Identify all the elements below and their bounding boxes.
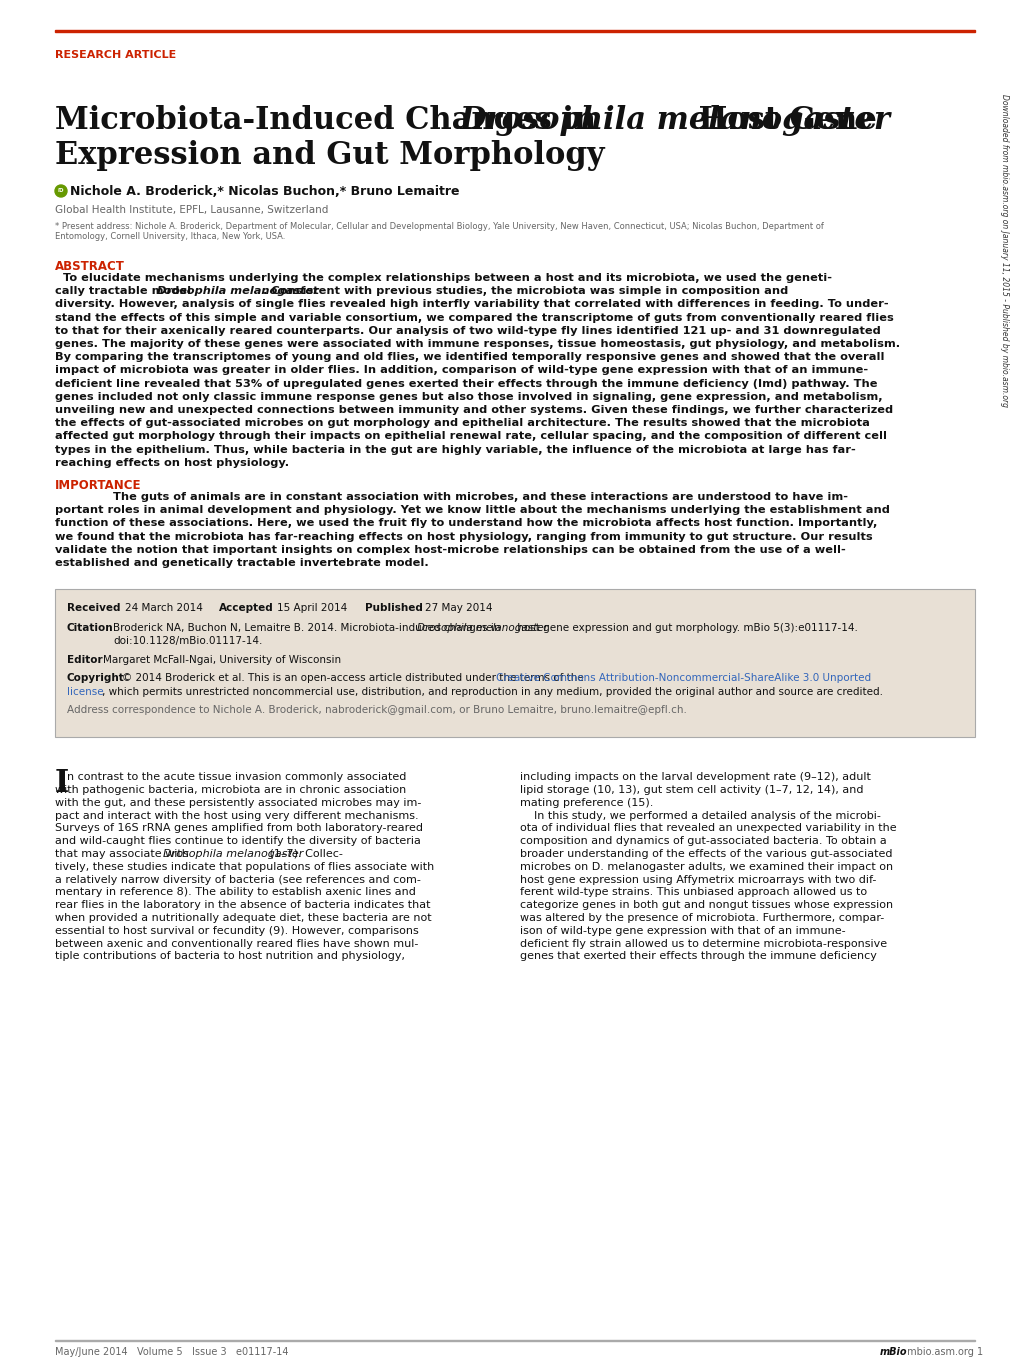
Text: Received: Received: [67, 603, 120, 613]
Text: ota of individual flies that revealed an unexpected variability in the: ota of individual flies that revealed an…: [520, 823, 896, 834]
Text: with pathogenic bacteria, microbiota are in chronic association: with pathogenic bacteria, microbiota are…: [55, 785, 406, 794]
Text: To elucidate mechanisms underlying the complex relationships between a host and : To elucidate mechanisms underlying the c…: [55, 273, 832, 283]
Text: 27 May 2014: 27 May 2014: [425, 603, 492, 613]
Text: the effects of gut-associated microbes on gut morphology and epithelial architec: the effects of gut-associated microbes o…: [55, 418, 869, 429]
Text: (1–7). Collec-: (1–7). Collec-: [265, 849, 342, 859]
Text: deficient fly strain allowed us to determine microbiota-responsive: deficient fly strain allowed us to deter…: [520, 939, 887, 949]
Text: IMPORTANCE: IMPORTANCE: [55, 479, 142, 491]
Text: Address correspondence to Nichole A. Broderick, nabroderick@gmail.com, or Bruno : Address correspondence to Nichole A. Bro…: [67, 706, 686, 715]
Text: © 2014 Broderick et al. This is an open-access article distributed under the ter: © 2014 Broderick et al. This is an open-…: [122, 673, 586, 684]
Text: stand the effects of this simple and variable consortium, we compared the transc: stand the effects of this simple and var…: [55, 313, 893, 322]
Text: function of these associations. Here, we used the fruit fly to understand how th: function of these associations. Here, we…: [55, 519, 876, 528]
Text: genes included not only classic immune response genes but also those involved in: genes included not only classic immune r…: [55, 392, 881, 401]
Text: lipid storage (10, 13), gut stem cell activity (1–7, 12, 14), and: lipid storage (10, 13), gut stem cell ac…: [520, 785, 863, 794]
Bar: [55, 30, 974, 31]
Text: when provided a nutritionally adequate diet, these bacteria are not: when provided a nutritionally adequate d…: [55, 913, 431, 923]
Text: Nichole A. Broderick,* Nicolas Buchon,* Bruno Lemaitre: Nichole A. Broderick,* Nicolas Buchon,* …: [70, 186, 459, 198]
Text: tively, these studies indicate that populations of flies associate with: tively, these studies indicate that popu…: [55, 861, 434, 872]
Text: May/June 2014   Volume 5   Issue 3   e01117-14: May/June 2014 Volume 5 Issue 3 e01117-14: [55, 1347, 288, 1357]
Text: Entomology, Cornell University, Ithaca, New York, USA.: Entomology, Cornell University, Ithaca, …: [55, 232, 285, 242]
Text: license: license: [67, 687, 104, 698]
Text: Broderick NA, Buchon N, Lemaitre B. 2014. Microbiota-induced changes in: Broderick NA, Buchon N, Lemaitre B. 2014…: [113, 624, 503, 633]
Text: mbio.asm.org 1: mbio.asm.org 1: [903, 1347, 982, 1357]
Text: diversity. However, analysis of single flies revealed high interfly variability : diversity. However, analysis of single f…: [55, 299, 888, 310]
Text: Expression and Gut Morphology: Expression and Gut Morphology: [55, 141, 604, 171]
Text: essential to host survival or fecundity (9). However, comparisons: essential to host survival or fecundity …: [55, 925, 419, 936]
Text: broader understanding of the effects of the various gut-associated: broader understanding of the effects of …: [520, 849, 892, 859]
Text: between axenic and conventionally reared flies have shown mul-: between axenic and conventionally reared…: [55, 939, 418, 949]
Text: affected gut morphology through their impacts on epithelial renewal rate, cellul: affected gut morphology through their im…: [55, 431, 887, 441]
Bar: [55, 590, 974, 737]
Text: cally tractable model: cally tractable model: [55, 287, 195, 296]
Text: Host Gene: Host Gene: [688, 105, 876, 136]
Circle shape: [55, 186, 67, 197]
Text: Creative Commons Attribution-Noncommercial-ShareAlike 3.0 Unported: Creative Commons Attribution-Noncommerci…: [495, 673, 870, 684]
Text: ferent wild-type strains. This unbiased approach allowed us to: ferent wild-type strains. This unbiased …: [520, 887, 866, 897]
Text: 24 March 2014: 24 March 2014: [125, 603, 203, 613]
Text: I: I: [55, 768, 69, 799]
Text: Surveys of 16S rRNA genes amplified from both laboratory-reared: Surveys of 16S rRNA genes amplified from…: [55, 823, 423, 834]
Text: host gene expression and gut morphology. mBio 5(3):e01117-14.: host gene expression and gut morphology.…: [514, 624, 857, 633]
Text: including impacts on the larval development rate (9–12), adult: including impacts on the larval developm…: [520, 773, 870, 782]
Text: deficient line revealed that 53% of upregulated genes exerted their effects thro: deficient line revealed that 53% of upre…: [55, 378, 876, 389]
Text: n contrast to the acute tissue invasion commonly associated: n contrast to the acute tissue invasion …: [67, 773, 406, 782]
Text: categorize genes in both gut and nongut tissues whose expression: categorize genes in both gut and nongut …: [520, 900, 893, 910]
Text: impact of microbiota was greater in older flies. In addition, comparison of wild: impact of microbiota was greater in olde…: [55, 366, 867, 375]
Text: composition and dynamics of gut-associated bacteria. To obtain a: composition and dynamics of gut-associat…: [520, 837, 886, 846]
Text: and wild-caught flies continue to identify the diversity of bacteria: and wild-caught flies continue to identi…: [55, 837, 421, 846]
Text: unveiling new and unexpected connections between immunity and other systems. Giv: unveiling new and unexpected connections…: [55, 405, 893, 415]
Text: microbes on D. melanogaster adults, we examined their impact on: microbes on D. melanogaster adults, we e…: [520, 861, 893, 872]
Text: genes that exerted their effects through the immune deficiency: genes that exerted their effects through…: [520, 951, 876, 961]
Text: Drosophila melanogaster: Drosophila melanogaster: [460, 105, 891, 136]
Text: Accepted: Accepted: [219, 603, 273, 613]
Text: rear flies in the laboratory in the absence of bacteria indicates that: rear flies in the laboratory in the abse…: [55, 900, 430, 910]
Text: mentary in reference 8). The ability to establish axenic lines and: mentary in reference 8). The ability to …: [55, 887, 416, 897]
Text: Drosophila melanogaster: Drosophila melanogaster: [157, 287, 318, 296]
Text: Editor: Editor: [67, 655, 103, 665]
Text: validate the notion that important insights on complex host-microbe relationship: validate the notion that important insig…: [55, 545, 845, 554]
Text: that may associate with: that may associate with: [55, 849, 193, 859]
Text: Drosophila melanogaster: Drosophila melanogaster: [162, 849, 303, 859]
Text: with the gut, and these persistently associated microbes may im-: with the gut, and these persistently ass…: [55, 797, 421, 808]
Text: pact and interact with the host using very different mechanisms.: pact and interact with the host using ve…: [55, 811, 418, 820]
Text: In this study, we performed a detailed analysis of the microbi-: In this study, we performed a detailed a…: [520, 811, 880, 820]
Text: By comparing the transcriptomes of young and old flies, we identified temporally: By comparing the transcriptomes of young…: [55, 352, 883, 362]
Text: Global Health Institute, EPFL, Lausanne, Switzerland: Global Health Institute, EPFL, Lausanne,…: [55, 205, 328, 216]
Text: * Present address: Nichole A. Broderick, Department of Molecular, Cellular and D: * Present address: Nichole A. Broderick,…: [55, 222, 823, 231]
Text: reaching effects on host physiology.: reaching effects on host physiology.: [55, 457, 288, 468]
Text: was altered by the presence of microbiota. Furthermore, compar-: was altered by the presence of microbiot…: [520, 913, 883, 923]
Text: The guts of animals are in constant association with microbes, and these interac: The guts of animals are in constant asso…: [113, 491, 847, 502]
Text: established and genetically tractable invertebrate model.: established and genetically tractable in…: [55, 558, 428, 568]
Text: mating preference (15).: mating preference (15).: [520, 797, 653, 808]
Text: ison of wild-type gene expression with that of an immune-: ison of wild-type gene expression with t…: [520, 925, 845, 936]
Text: iD: iD: [58, 188, 64, 194]
Text: RESEARCH ARTICLE: RESEARCH ARTICLE: [55, 51, 176, 60]
Text: Drosophila melanogaster: Drosophila melanogaster: [417, 624, 547, 633]
Text: Published: Published: [365, 603, 423, 613]
Text: . Consistent with previous studies, the microbiota was simple in composition and: . Consistent with previous studies, the …: [263, 287, 788, 296]
Text: , which permits unrestricted noncommercial use, distribution, and reproduction i: , which permits unrestricted noncommerci…: [102, 687, 882, 698]
Text: host gene expression using Affymetrix microarrays with two dif-: host gene expression using Affymetrix mi…: [520, 875, 875, 885]
Text: we found that the microbiota has far-reaching effects on host physiology, rangin: we found that the microbiota has far-rea…: [55, 531, 872, 542]
Text: ABSTRACT: ABSTRACT: [55, 259, 124, 273]
Text: Margaret McFall-Ngai, University of Wisconsin: Margaret McFall-Ngai, University of Wisc…: [103, 655, 340, 665]
Text: Downloaded from mbio.asm.org on January 11, 2015 - Published by mbio.asm.org: Downloaded from mbio.asm.org on January …: [1000, 93, 1009, 407]
Text: mBio: mBio: [879, 1347, 907, 1357]
Text: to that for their axenically reared counterparts. Our analysis of two wild-type : to that for their axenically reared coun…: [55, 326, 879, 336]
Text: a relatively narrow diversity of bacteria (see references and com-: a relatively narrow diversity of bacteri…: [55, 875, 421, 885]
Text: tiple contributions of bacteria to host nutrition and physiology,: tiple contributions of bacteria to host …: [55, 951, 405, 961]
Text: doi:10.1128/mBio.01117-14.: doi:10.1128/mBio.01117-14.: [113, 636, 262, 646]
Text: genes. The majority of these genes were associated with immune responses, tissue: genes. The majority of these genes were …: [55, 339, 899, 349]
Text: 15 April 2014: 15 April 2014: [277, 603, 346, 613]
Text: portant roles in animal development and physiology. Yet we know little about the: portant roles in animal development and …: [55, 505, 889, 515]
Text: Microbiota-Induced Changes in: Microbiota-Induced Changes in: [55, 105, 606, 136]
Text: Citation: Citation: [67, 624, 113, 633]
Text: Copyright: Copyright: [67, 673, 124, 684]
Text: types in the epithelium. Thus, while bacteria in the gut are highly variable, th: types in the epithelium. Thus, while bac…: [55, 445, 855, 455]
